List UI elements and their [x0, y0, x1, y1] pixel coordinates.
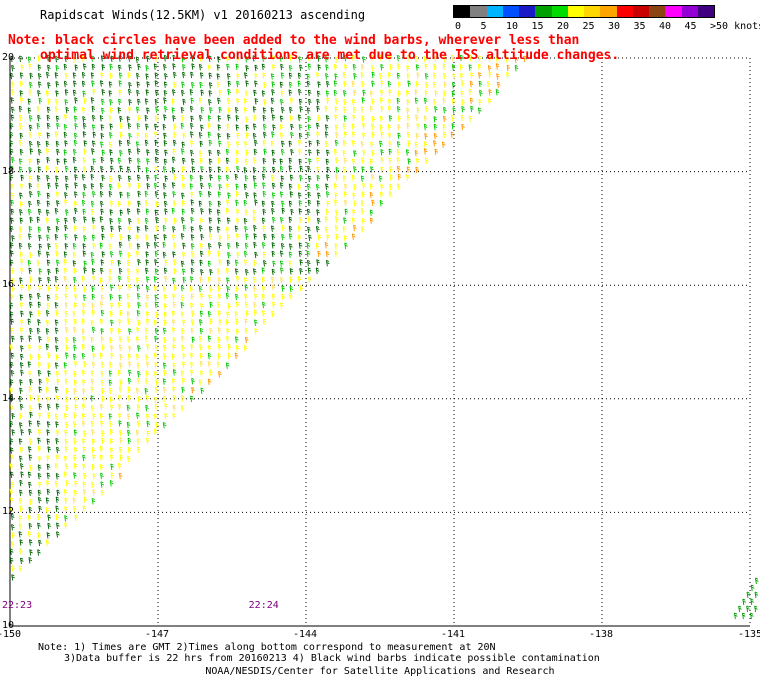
wind-barbs-corner — [733, 577, 759, 620]
legend-swatch — [502, 6, 519, 17]
legend-label: 25 — [582, 21, 595, 32]
lat-tick-label: 14 — [2, 392, 15, 404]
legend-swatch — [616, 6, 633, 17]
lat-tick-label: 18 — [2, 165, 15, 177]
legend-swatch — [454, 6, 471, 17]
legend-swatch — [535, 6, 552, 17]
note-line-1: Note: black circles have been added to t… — [8, 33, 580, 48]
footnote-line-1: Note: 1) Times are GMT 2)Times along bot… — [38, 642, 496, 653]
legend-label: 40 — [659, 21, 672, 32]
legend-labels: 0 5 10 15 20 25 30 35 40 45 >50 knots — [453, 21, 760, 35]
barb-group-green — [10, 54, 519, 522]
legend-label: 10 — [506, 21, 519, 32]
wind-barbs — [9, 54, 527, 581]
time-label: 22:24 — [248, 600, 279, 611]
legend-swatch — [632, 6, 649, 17]
lat-tick-label: 12 — [2, 506, 15, 518]
map-title: Rapidscat Winds(12.5KM) v1 20160213 asce… — [40, 8, 366, 22]
legend-swatch — [567, 6, 584, 17]
legend-label: 20 — [557, 21, 570, 32]
lon-tick-label: -144 — [293, 629, 318, 640]
legend-label: 45 — [684, 21, 697, 32]
barb-group-lyellow — [63, 54, 455, 504]
legend-swatch — [665, 6, 682, 17]
legend-label: 15 — [531, 21, 544, 32]
wind-speed-legend: 0 5 10 15 20 25 30 35 40 45 >50 knots — [453, 5, 760, 32]
legend-swatch — [681, 6, 698, 17]
legend-label: 0 — [455, 21, 462, 32]
legend-label: 5 — [480, 21, 487, 32]
barb-group-orange — [118, 55, 527, 480]
legend-label: >50 knots — [710, 21, 760, 32]
legend-swatch — [519, 6, 536, 17]
lat-lon-grid — [9, 57, 751, 627]
lat-tick-label: 20 — [2, 52, 15, 63]
barb-group-yellow — [9, 54, 510, 572]
lat-tick-label: 10 — [2, 620, 15, 631]
legend-label: 30 — [608, 21, 621, 32]
legend-swatch — [470, 6, 487, 17]
legend-label: 35 — [633, 21, 646, 32]
barb-group-dgreen — [9, 54, 330, 581]
legend-swatch — [584, 6, 601, 17]
note-line-2: optimal wind retrieval conditions are me… — [40, 48, 620, 63]
lon-tick-label: -150 — [0, 629, 22, 640]
legend-swatch — [486, 6, 503, 17]
lon-tick-label: -135 — [738, 629, 760, 640]
credit-line: NOAA/NESDIS/Center for Satellite Applica… — [205, 666, 555, 677]
barb-group-corner — [733, 577, 759, 620]
contamination-note: Note: black circles have been added to t… — [8, 33, 619, 63]
time-label: 22:23 — [2, 600, 33, 611]
lon-tick-label: -147 — [145, 629, 170, 640]
legend-swatch — [697, 6, 714, 17]
lat-tick-label: 16 — [2, 279, 15, 291]
legend-color-bar — [453, 5, 715, 18]
footnote-line-2: 3)Data buffer is 22 hrs from 20160213 4)… — [64, 653, 600, 664]
legend-swatch — [649, 6, 666, 17]
lon-tick-label: -138 — [589, 629, 614, 640]
legend-swatch — [551, 6, 568, 17]
legend-swatch — [600, 6, 617, 17]
lon-tick-label: -141 — [441, 629, 466, 640]
footnote: Note: 1) Times are GMT 2)Times along bot… — [38, 642, 600, 664]
